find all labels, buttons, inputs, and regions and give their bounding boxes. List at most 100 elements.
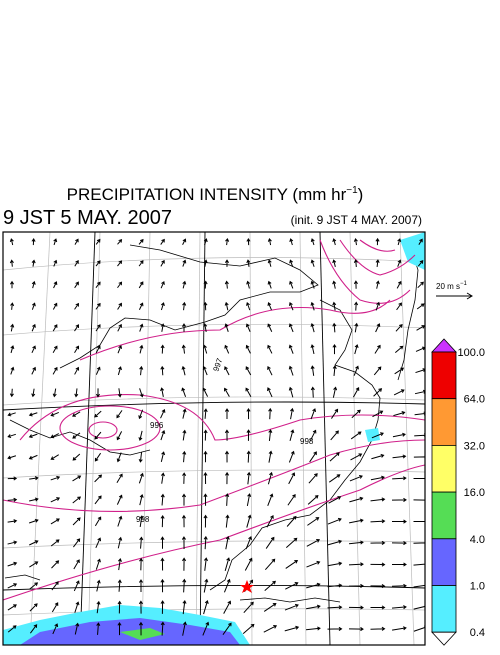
wind-arrow <box>51 581 59 591</box>
wind-arrow <box>392 476 407 481</box>
wind-arrow <box>225 514 230 528</box>
wind-arrow <box>139 344 144 354</box>
wind-arrow <box>139 493 144 506</box>
wind-arrow <box>94 495 102 505</box>
wind-arrow <box>309 429 317 441</box>
coastline <box>4 244 419 603</box>
wind-arrow <box>397 259 402 267</box>
wind-arrow <box>117 600 122 614</box>
wind-arrow <box>74 259 79 267</box>
wind-arrow <box>284 603 299 611</box>
wind-arrow <box>160 578 165 593</box>
wind-arrow <box>289 259 294 267</box>
wind-arrow <box>181 536 186 550</box>
wind-arrow <box>74 388 79 398</box>
wind-arrow <box>370 605 386 610</box>
wind-arrow <box>182 429 187 441</box>
wind-arrow <box>246 514 252 528</box>
wind-arrow <box>50 475 61 481</box>
wind-arrow <box>224 366 230 376</box>
wind-arrow <box>51 560 60 569</box>
wind-arrow <box>50 433 60 439</box>
wind-arrow <box>310 408 317 420</box>
wind-arrow <box>203 429 208 441</box>
wind-arrow <box>245 366 252 376</box>
wind-arrow <box>286 515 297 527</box>
wind-arrow <box>29 582 39 590</box>
wind-arrow <box>74 238 79 245</box>
wind-arrow <box>29 497 39 502</box>
wind-arrow <box>31 259 36 267</box>
wind-arrow <box>263 603 277 612</box>
wind-vectors <box>7 237 425 636</box>
wind-arrow <box>95 388 101 398</box>
wind-arrow <box>413 498 425 502</box>
colorbar-label: 64.0 <box>464 394 485 406</box>
wind-arrow <box>203 238 208 246</box>
wind-arrow <box>375 323 381 333</box>
wind-arrow <box>7 476 18 481</box>
wind-arrow <box>245 536 252 550</box>
wind-arrow <box>95 558 101 570</box>
wind-arrow <box>160 451 166 463</box>
wind-arrow <box>29 476 39 481</box>
contour-label: 998 <box>136 515 150 524</box>
wind-arrow <box>391 497 407 502</box>
contour-label: 997 <box>211 357 224 373</box>
lat-lon-grid <box>3 232 425 645</box>
wind-arrow <box>353 280 358 289</box>
wind-arrow <box>160 493 165 506</box>
wind-arrow <box>203 323 208 333</box>
wind-arrow <box>160 323 165 332</box>
wind-arrow <box>288 386 294 398</box>
wind-arrow <box>9 238 14 246</box>
wind-arrow <box>266 514 274 528</box>
wind-arrow <box>287 493 296 506</box>
wind-arrow <box>370 626 386 631</box>
wind-arrow <box>72 496 81 504</box>
wind-arrow <box>94 474 103 483</box>
wind-arrow <box>73 559 80 570</box>
wind-arrow <box>370 540 386 545</box>
wind-arrow <box>29 624 38 634</box>
wind-arrow <box>203 280 208 289</box>
wind-arrow <box>52 345 58 353</box>
wind-arrow <box>181 323 187 332</box>
wind-arrow <box>29 603 38 612</box>
wind-arrow <box>391 541 407 546</box>
map-frame <box>2 231 426 646</box>
wind-arrow <box>392 432 406 438</box>
wind-arrow <box>370 475 385 481</box>
wind-arrow <box>264 580 276 591</box>
wind-arrow <box>9 280 15 289</box>
wind-arrow <box>245 387 252 397</box>
wind-arrow <box>181 387 187 397</box>
wind-arrow <box>289 429 295 441</box>
wind-arrow <box>74 302 79 310</box>
wind-arrow <box>9 388 14 398</box>
wind-arrow <box>7 497 18 502</box>
wind-arrow <box>28 518 39 524</box>
wind-arrow <box>52 623 59 635</box>
location-marker <box>240 580 254 593</box>
wind-arrow <box>267 471 273 485</box>
wind-arrow <box>28 454 38 460</box>
wind-arrow <box>117 323 122 332</box>
wind-arrow <box>160 472 165 484</box>
wind-arrow <box>116 410 123 419</box>
wind-arrow <box>7 625 17 633</box>
wind-arrow <box>50 539 60 547</box>
wind-arrow <box>263 625 278 633</box>
wind-arrow <box>307 517 320 526</box>
wind-arrow <box>182 238 187 245</box>
wind-arrow <box>29 561 39 568</box>
wind-arrow <box>370 584 386 589</box>
wind-arrow <box>202 387 209 397</box>
wind-arrow <box>138 302 144 310</box>
wind-arrow <box>288 472 296 485</box>
wind-arrow <box>117 260 123 267</box>
wind-arrow <box>309 451 317 463</box>
wind-arrow <box>373 388 383 397</box>
wind-arrow <box>354 344 359 355</box>
